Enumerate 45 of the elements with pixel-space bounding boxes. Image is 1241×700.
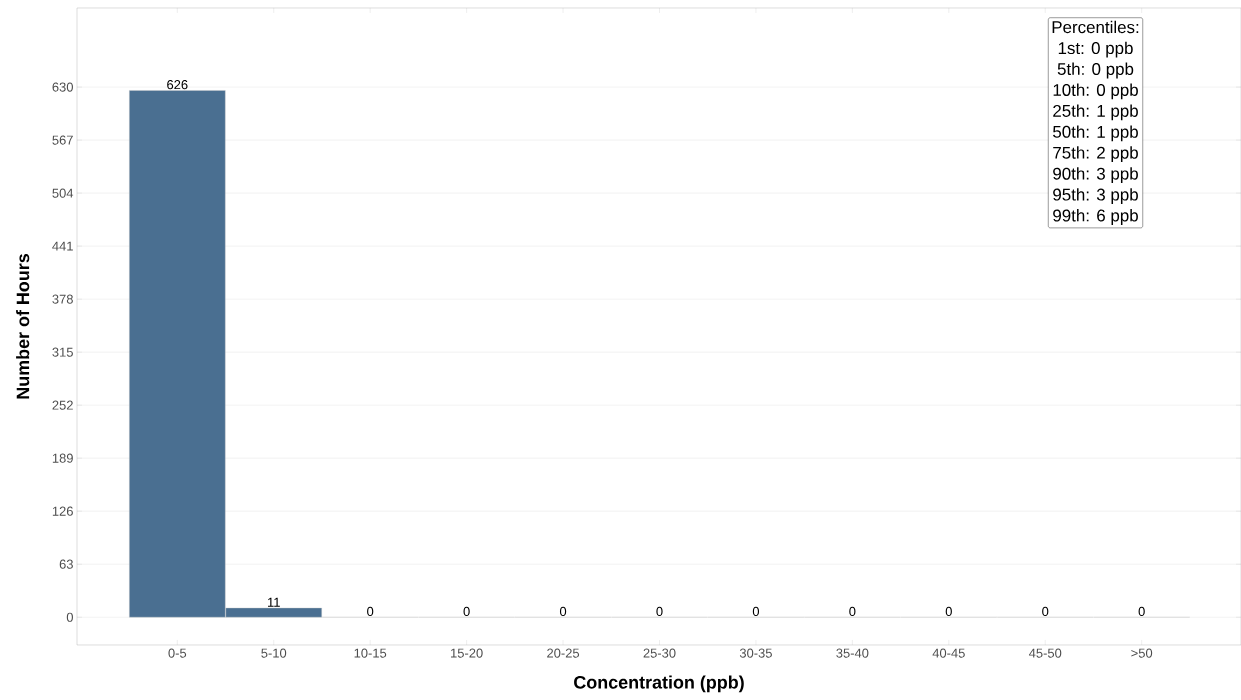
y-tick-label: 0: [66, 612, 73, 622]
x-axis-title: Concentration (ppb): [574, 675, 744, 693]
x-tick-label: >50: [1131, 648, 1153, 658]
y-tick-label: 63: [59, 559, 73, 569]
annotation: 10th: 0 ppb: [1053, 83, 1138, 100]
x-tick-label: 40-45: [932, 648, 965, 658]
x-tick-label: 45-50: [1028, 648, 1062, 658]
x-tick-label: 35-40: [836, 648, 869, 658]
y-tick-label: 567: [52, 135, 73, 145]
x-tick-label: 10-15: [354, 648, 387, 658]
y-tick-label: 189: [52, 453, 73, 463]
data-label: 0: [559, 606, 567, 617]
annotation: 25th: 1 ppb: [1053, 104, 1138, 121]
y-tick-label: 441: [52, 241, 73, 251]
data-label: 0: [1138, 606, 1145, 617]
y-tick-label: 630: [52, 82, 73, 92]
data-label: 11: [268, 597, 280, 607]
annotation: 1st: 0 ppb: [1058, 41, 1133, 58]
annotation: 5th: 0 ppb: [1057, 62, 1134, 79]
annotation: 90th: 3 ppb: [1053, 167, 1138, 184]
y-tick-label: 504: [52, 188, 74, 198]
x-tick-label: 30-35: [739, 648, 772, 658]
data-label: 0: [463, 606, 470, 617]
x-tick-label: 5-10: [261, 648, 287, 658]
data-label: 0: [656, 606, 663, 617]
annotation: 95th: 3 ppb: [1053, 188, 1138, 204]
y-tick-label: 315: [52, 347, 73, 357]
x-tick-label: 25-30: [643, 648, 676, 658]
y-axis-title: Number of Hours: [16, 254, 30, 399]
data-label: 0: [849, 606, 856, 617]
annotation: 75th: 2 ppb: [1053, 146, 1138, 163]
x-tick-label: 15-20: [451, 648, 483, 658]
y-tick-label: 252: [52, 400, 73, 410]
annotation: Percentiles:: [1052, 20, 1139, 34]
y-tick-label: 126: [52, 506, 73, 516]
x-tick-label: 0-5: [168, 648, 187, 658]
data-label: 0: [752, 606, 760, 617]
data-label: 0: [945, 606, 952, 617]
x-tick-label: 20-25: [547, 648, 580, 658]
y-tick-label: 378: [52, 294, 73, 304]
annotation: 50th: 1 ppb: [1053, 125, 1138, 142]
data-label: 626: [167, 80, 188, 90]
data-label: 0: [1042, 606, 1049, 617]
annotation: 99th: 6 ppb: [1053, 209, 1138, 225]
data-label: 0: [367, 606, 374, 617]
